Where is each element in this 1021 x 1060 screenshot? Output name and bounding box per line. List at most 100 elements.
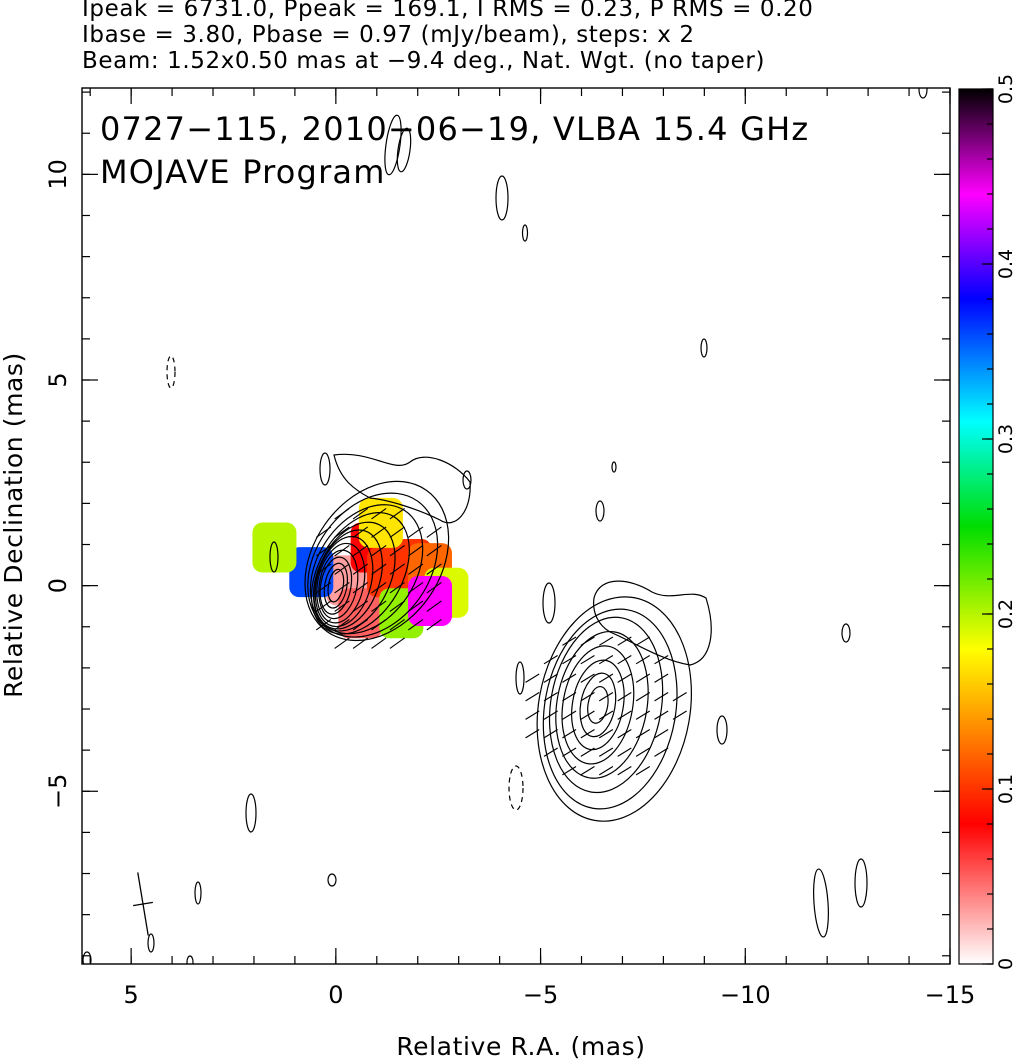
polarization-vector [543, 692, 558, 702]
polarization-vector [371, 637, 387, 649]
polarization-vector [525, 729, 540, 739]
polarization-vector [543, 673, 558, 683]
polarization-vector [562, 747, 577, 757]
polarization-vector [617, 636, 632, 646]
polarization-vector [334, 544, 350, 557]
contour-level [323, 562, 349, 609]
plot-frame [81, 87, 951, 965]
contour-level [304, 480, 450, 642]
polarization-vector [598, 710, 614, 720]
y-tick-label: 5 [44, 372, 72, 387]
polarization-vector [580, 766, 595, 776]
polarization-vector [598, 747, 614, 757]
polarization-vector [635, 673, 651, 683]
polarization-vector [617, 766, 632, 776]
polarization-vector [562, 636, 577, 646]
polarization-vector [562, 766, 577, 776]
polarization-vector [562, 673, 577, 683]
polarization-vector [426, 563, 442, 575]
polarization-vector [617, 692, 632, 702]
polarization-vector [371, 582, 387, 594]
contour-level [307, 492, 439, 638]
polarization-vector [334, 526, 350, 538]
polarization-vector [408, 563, 424, 575]
polarization-vector [426, 582, 442, 594]
polarization-vector [352, 637, 369, 649]
y-axis-label: Relative Declination (mas) [0, 352, 28, 698]
polarization-vector [315, 619, 332, 631]
polarization-vector [334, 619, 350, 631]
polarization-vector [352, 507, 369, 520]
polarization-vector [389, 582, 405, 594]
polarization-vector [352, 544, 369, 557]
polarization-vector [334, 637, 350, 649]
polarization-vector [562, 692, 577, 702]
intensity-contours [304, 480, 693, 822]
polarization-vector [617, 710, 632, 720]
beam-ellipse [133, 872, 153, 936]
polarization-vector [408, 526, 424, 538]
polarization-vector [334, 507, 350, 520]
polarization-vector [315, 600, 332, 612]
polarization-vector [525, 673, 540, 683]
polarization-vector [371, 619, 387, 631]
polarization-vector [334, 582, 350, 594]
polarization-vector [389, 544, 405, 557]
polarization-vector [543, 729, 558, 739]
contour-level [571, 659, 625, 751]
contour-level [579, 672, 617, 738]
contour-level [313, 529, 383, 630]
y-tick-label: 10 [44, 159, 72, 190]
polarization-vector [635, 766, 651, 776]
polarization-vector [352, 563, 369, 575]
polarization-vector [598, 766, 614, 776]
polarization-vectors [315, 507, 687, 776]
polarization-vector [315, 544, 332, 557]
polarization-vector [408, 600, 424, 612]
chart-subtitle: MOJAVE Program [100, 153, 386, 191]
polarization-vector [635, 729, 651, 739]
colorbar-tick-label: 0.4 [995, 249, 1017, 279]
colorbar-tick-label: 0 [995, 958, 1017, 970]
x-axis-label: Relative R.A. (mas) [396, 1032, 645, 1060]
polarization-vector [426, 526, 442, 538]
polarization-vector [580, 636, 595, 646]
polarization-vector [580, 729, 595, 739]
colorbar-tick-label: 0.2 [995, 599, 1017, 629]
polarization-vector [617, 729, 632, 739]
polarization-vector [371, 600, 387, 612]
polarization-vector [617, 673, 632, 683]
polarization-vector [562, 655, 577, 665]
polarization-vector [635, 747, 651, 757]
polarization-cell [252, 522, 297, 573]
polarization-cell [358, 497, 403, 548]
polarization-vector [371, 507, 387, 520]
polarization-vector [635, 655, 651, 665]
polarization-vector [654, 747, 669, 757]
header-line-1: Ipeak = 6731.0, Ppeak = 169.1, I RMS = 0… [82, 0, 814, 22]
polarization-vector [315, 526, 332, 538]
header-line-3: Beam: 1.52x0.50 mas at −9.4 deg., Nat. W… [82, 48, 766, 74]
polarization-vector [635, 710, 651, 720]
polarization-vector [654, 655, 669, 665]
polarization-cell [408, 575, 453, 626]
polarization-vector [426, 544, 442, 557]
polarization-vector [315, 563, 332, 575]
polarization-vector [389, 619, 405, 631]
polarization-vector [598, 673, 614, 683]
polarization-vector [598, 692, 614, 702]
polarization-vector [598, 636, 614, 646]
x-tick-label: 5 [123, 981, 138, 1009]
polarization-vector [543, 710, 558, 720]
polarization-vector [580, 747, 595, 757]
contour-level [561, 645, 635, 765]
polarization-vector [525, 710, 540, 720]
polarization-vector [580, 673, 595, 683]
polarization-vector [334, 600, 350, 612]
x-tick-label: −10 [720, 981, 771, 1009]
contour-level [318, 549, 359, 620]
polarization-vector [389, 600, 405, 612]
chart-title: 0727−115, 2010−06−19, VLBA 15.4 GHz [100, 110, 809, 148]
contour-level [319, 556, 353, 615]
polarization-vector [408, 619, 424, 631]
